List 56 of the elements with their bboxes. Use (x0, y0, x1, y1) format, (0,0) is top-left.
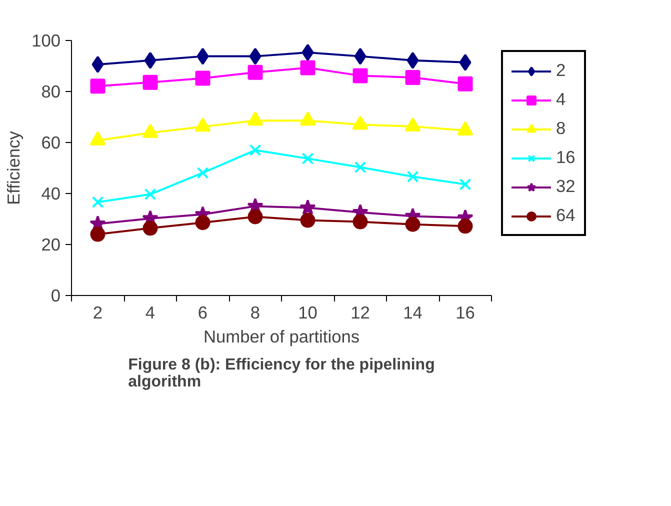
point (248, 209, 263, 224)
point (406, 52, 419, 69)
point (406, 170, 419, 183)
point (142, 220, 158, 236)
legend-label: 64 (556, 205, 576, 226)
x-tick-label: 6 (198, 302, 208, 322)
point (249, 144, 262, 156)
point (196, 166, 209, 179)
y-axis-title: Efficiency (4, 130, 24, 205)
point (142, 74, 158, 90)
point (90, 226, 106, 242)
point (302, 44, 314, 61)
text: Figure 8 (b): Efficiency for the pipelining algorithm (128, 356, 435, 390)
point (195, 215, 210, 230)
legend-label: 8 (556, 118, 567, 139)
point (459, 54, 472, 71)
point (90, 78, 106, 94)
point (300, 212, 316, 228)
point (195, 70, 210, 86)
point (352, 68, 368, 84)
point (352, 214, 368, 230)
x-tick-label: 14 (403, 302, 423, 322)
point (405, 70, 420, 85)
x-tick-label: 16 (456, 302, 475, 322)
y-tick-label: 40 (41, 184, 61, 204)
legend-label: 16 (556, 147, 576, 168)
point (459, 178, 472, 190)
y-tick-label: 80 (41, 82, 61, 102)
point (354, 48, 366, 65)
point (458, 218, 473, 234)
y-tick-label: 0 (50, 286, 61, 306)
y-tick-label: 60 (41, 132, 61, 152)
point (300, 199, 316, 215)
point (144, 188, 156, 200)
legend-label: 4 (556, 89, 567, 110)
x-tick-label: 4 (145, 302, 156, 322)
point (92, 196, 104, 208)
x-tick-label: 10 (298, 302, 318, 322)
point (92, 56, 104, 73)
point (300, 60, 316, 76)
x-tick-label: 12 (350, 302, 370, 322)
legend-label: 32 (556, 176, 576, 197)
y-tick-label: 100 (32, 30, 61, 50)
x-tick-label: 8 (250, 302, 260, 322)
point (458, 76, 473, 92)
x-axis-title: Number of partitions (203, 326, 360, 346)
point (144, 52, 156, 69)
y-tick-label: 20 (41, 234, 61, 254)
point (248, 64, 263, 80)
point (405, 216, 420, 232)
point (302, 152, 314, 165)
x-tick-label: 2 (92, 302, 103, 322)
point (354, 161, 366, 174)
point (196, 48, 209, 65)
legend-label: 2 (556, 60, 567, 81)
point (249, 48, 262, 65)
